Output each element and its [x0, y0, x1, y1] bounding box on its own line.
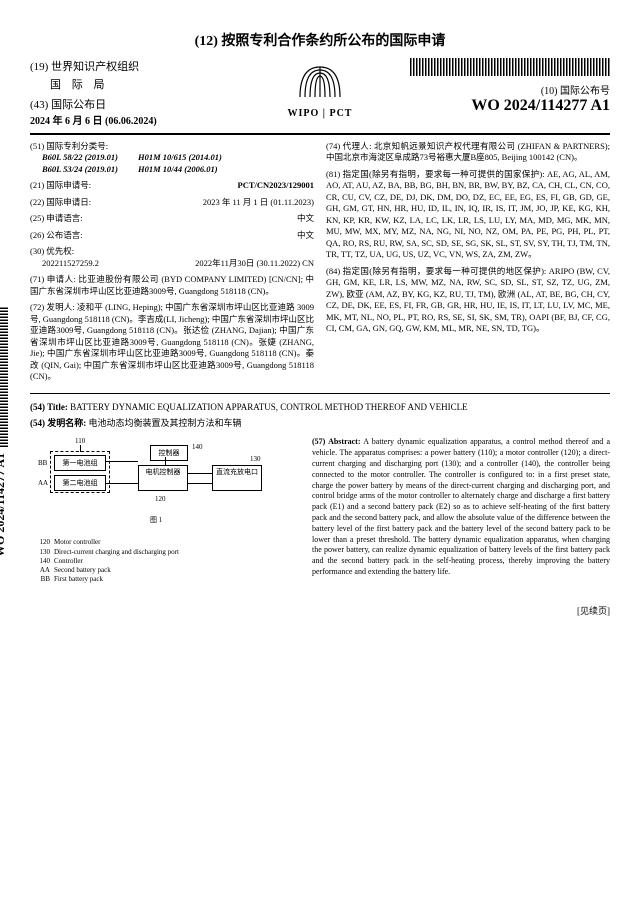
legend-t-1: Direct-current charging and discharging … [54, 548, 179, 557]
legend-row: 120Motor controller [30, 538, 300, 547]
header-row: (19) 世界知识产权组织 国 际 局 (43) 国际公布日 2024 年 6 … [30, 58, 610, 127]
circ-wire-4 [188, 483, 212, 484]
circ-num-110: 110 [75, 437, 85, 445]
field-72: (72) 发明人: 凌和平 (LING, Heping); 中国广东省深圳市坪山… [30, 302, 314, 382]
wipo-logo-icon [295, 62, 345, 104]
divider-mid [30, 393, 610, 394]
ipc-1b: H01M 10/44 (2006.01) [138, 164, 218, 175]
legend-n-2: 140 [30, 557, 54, 566]
label-51: (51) 国际专利分类号: [30, 141, 108, 151]
title-54-en-label: (54) Title: [30, 402, 68, 412]
circ-lbl-bb: BB [38, 459, 47, 467]
val-26: 中文 [297, 230, 314, 241]
ipc-0b: H01M 10/615 (2014.01) [138, 152, 222, 163]
doc-type-title: (12) 按照专利合作条约所公布的国际申请 [30, 30, 610, 50]
bottom-row: 110 BB 第一电池组 AA 第二电池组 控制器 140 电机控制器 120 … [30, 437, 610, 583]
field-81: (81) 指定国(除另有指明，要求每一种可提供的国家保护): AE, AG, A… [326, 169, 610, 261]
circ-num-140: 140 [192, 443, 203, 451]
figure-caption: 图 1 [150, 515, 162, 525]
circ-wire-2 [106, 483, 138, 484]
pub-date: 2024 年 6 月 6 日 (06.06.2024) [30, 112, 250, 127]
circ-num-120: 120 [155, 495, 166, 503]
legend-t-0: Motor controller [54, 538, 100, 547]
label-22: (22) 国际申请日: [30, 197, 91, 208]
abstract-57: (57) Abstract: A battery dynamic equaliz… [312, 437, 610, 583]
label-21: (21) 国际申请号: [30, 180, 91, 191]
figure-legend: 120Motor controller 130Direct-current ch… [30, 538, 300, 583]
ipc-row-0: B60L 58/22 (2019.01) H01M 10/615 (2014.0… [30, 152, 314, 163]
office-name: 国 际 局 [30, 76, 250, 92]
priority-num: 202211527259.2 [42, 258, 99, 269]
circ-box-motor: 电机控制器 [138, 465, 188, 491]
circ-wire-5 [165, 457, 166, 465]
title-54-zh-text: 电池动态均衡装置及其控制方法和车辆 [89, 418, 242, 428]
val-21: PCT/CN2023/129001 [238, 180, 315, 191]
patent-page: (12) 按照专利合作条约所公布的国际申请 (19) 世界知识产权组织 国 际 … [0, 0, 640, 637]
legend-n-4: BB [30, 575, 54, 584]
barcode-top [410, 58, 610, 76]
pub-date-label-43: (43) 国际公布日 [30, 96, 250, 112]
pub-num-label-10: (10) 国际公布号 [390, 82, 610, 97]
circ-box-ctrl: 控制器 [150, 445, 188, 461]
wipo-pct-text: WIPO | PCT [260, 108, 380, 119]
priority-row: 202211527259.2 2022年11月30日 (30.11.2022) … [30, 258, 314, 269]
val-22: 2023 年 11 月 1 日 (01.11.2023) [203, 197, 314, 208]
header-right: (10) 国际公布号 WO 2024/114277 A1 [390, 58, 610, 115]
label-25: (25) 申请语言: [30, 213, 83, 224]
label-26: (26) 公布语言: [30, 230, 83, 241]
val-25: 中文 [297, 213, 314, 224]
legend-n-3: AA [30, 566, 54, 575]
title-54-en-text: BATTERY DYNAMIC EQUALIZATION APPARATUS, … [68, 402, 468, 412]
divider-top [30, 133, 610, 135]
field-51: (51) 国际专利分类号: B60L 58/22 (2019.01) H01M … [30, 141, 314, 175]
main-columns: (51) 国际专利分类号: B60L 58/22 (2019.01) H01M … [30, 141, 610, 387]
pub-number: WO 2024/114277 A1 [390, 97, 610, 115]
legend-row: AASecond battery pack [30, 566, 300, 575]
label-30: (30) 优先权: [30, 246, 74, 256]
legend-t-3: Second battery pack [54, 566, 111, 575]
legend-row: BBFirst battery pack [30, 575, 300, 584]
ipc-0a: B60L 58/22 (2019.01) [42, 152, 118, 163]
circ-dashed-box [50, 451, 110, 493]
circ-lbl-aa: AA [38, 479, 48, 487]
abstract-label: (57) Abstract: [312, 437, 361, 446]
field-25: (25) 申请语言: 中文 [30, 213, 314, 224]
side-barcode: WO 2024/114277 A1 [0, 307, 8, 557]
legend-row: 130Direct-current charging and dischargi… [30, 548, 300, 557]
field-74: (74) 代理人: 北京知帆远景知识产权代理有限公司 (ZHIFAN & PAR… [326, 141, 610, 164]
circ-box-dc: 直流充放电口 [212, 465, 262, 491]
ipc-row-1: B60L 53/24 (2019.01) H01M 10/44 (2006.01… [30, 164, 314, 175]
abstract-text: A battery dynamic equalization apparatus… [312, 437, 610, 576]
header-left: (19) 世界知识产权组织 国 际 局 (43) 国际公布日 2024 年 6 … [30, 58, 250, 127]
legend-t-4: First battery pack [54, 575, 103, 584]
barcode-side-icon [0, 307, 8, 447]
org-label-19: (19) 世界知识产权组织 [30, 58, 250, 74]
ipc-1a: B60L 53/24 (2019.01) [42, 164, 118, 175]
title-54-zh: (54) 发明名称: 电池动态均衡装置及其控制方法和车辆 [30, 416, 610, 429]
legend-n-0: 120 [30, 538, 54, 547]
field-26: (26) 公布语言: 中文 [30, 230, 314, 241]
title-54-zh-label: (54) 发明名称: [30, 418, 89, 428]
legend-row: 140Controller [30, 557, 300, 566]
legend-t-2: Controller [54, 557, 83, 566]
title-54-en: (54) Title: BATTERY DYNAMIC EQUALIZATION… [30, 402, 610, 412]
field-30: (30) 优先权: 202211527259.2 2022年11月30日 (30… [30, 246, 314, 269]
side-pub-number: WO 2024/114277 A1 [0, 453, 8, 557]
field-21: (21) 国际申请号: PCT/CN2023/129001 [30, 180, 314, 191]
right-column: (74) 代理人: 北京知帆远景知识产权代理有限公司 (ZHIFAN & PAR… [326, 141, 610, 387]
field-84: (84) 指定国(除另有指明，要求每一种可提供的地区保护): ARIPO (BW… [326, 266, 610, 335]
legend-n-1: 130 [30, 548, 54, 557]
figure-container: 110 BB 第一电池组 AA 第二电池组 控制器 140 电机控制器 120 … [30, 437, 300, 583]
circuit-diagram: 110 BB 第一电池组 AA 第二电池组 控制器 140 电机控制器 120 … [30, 437, 300, 532]
bottom-section: (54) Title: BATTERY DYNAMIC EQUALIZATION… [30, 402, 610, 616]
circ-wire-1 [106, 461, 138, 462]
field-22: (22) 国际申请日: 2023 年 11 月 1 日 (01.11.2023) [30, 197, 314, 208]
circ-wire-3 [188, 473, 212, 474]
header-center: WIPO | PCT [260, 58, 380, 119]
continued-marker: [见续页] [30, 604, 610, 617]
circ-num-130: 130 [250, 455, 261, 463]
left-column: (51) 国际专利分类号: B60L 58/22 (2019.01) H01M … [30, 141, 314, 387]
field-71: (71) 申请人: 比亚迪股份有限公司 (BYD COMPANY LIMITED… [30, 274, 314, 297]
priority-date: 2022年11月30日 (30.11.2022) CN [195, 258, 314, 269]
